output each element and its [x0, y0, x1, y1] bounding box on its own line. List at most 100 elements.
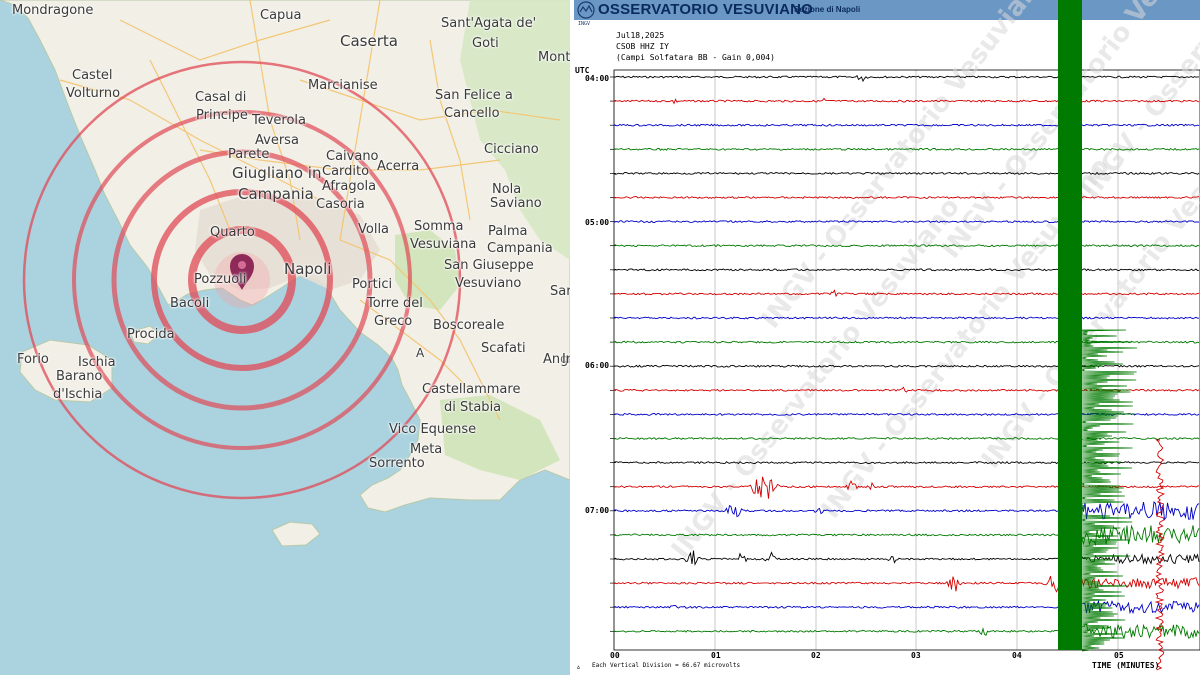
map-place-label: Angri: [543, 352, 570, 367]
hour-label: 04:00: [585, 74, 610, 83]
vertical-division-note: Each Vertical Division = 66.67 microvolt…: [592, 662, 741, 669]
map-place-label: Vesuviano: [455, 276, 522, 291]
hour-label: 06:00: [585, 361, 610, 370]
peninsula-hills: [440, 395, 560, 480]
minute-label: 04: [1012, 651, 1022, 660]
time-axis-label: TIME (MINUTES): [1092, 661, 1160, 670]
ischia-island: [19, 339, 113, 403]
station-code: CSOB HHZ IY: [616, 42, 669, 51]
map-place-label: San Felice a: [435, 88, 513, 103]
seismic-trace: [613, 196, 1200, 199]
map-place-label: Caserta: [340, 32, 398, 50]
road-network: [59, 0, 561, 421]
map-canvas[interactable]: [0, 0, 570, 675]
map-place-label: Pozzuoli: [194, 272, 247, 287]
map-place-label: Forio: [17, 352, 49, 367]
map-place-label: Sorrento: [369, 456, 425, 471]
plot-grid: [610, 69, 1200, 651]
map-place-label: Castel: [72, 68, 113, 83]
map-place-label: Vesuviana: [410, 237, 477, 252]
seismic-trace: [613, 244, 1200, 248]
utc-label: UTC: [575, 66, 590, 75]
hills-area: [460, 0, 570, 260]
map-place-label: Meta: [410, 442, 443, 457]
seismic-trace: [613, 623, 1200, 640]
observatory-header: OSSERVATORIO VESUVIANO Sezione di Napoli: [574, 0, 1200, 20]
map-place-label: Cancello: [444, 106, 500, 121]
ingv-logo-text: INGV: [578, 21, 591, 27]
map-place-label: Casoria: [316, 197, 365, 212]
map-place-label: Marcianise: [308, 78, 378, 93]
map-place-label: San Giuseppe: [444, 258, 534, 273]
seismic-trace: [613, 550, 1200, 566]
panel-divider: [570, 0, 574, 675]
map-place-label: di Stabia: [444, 400, 502, 415]
map-place-label: Saviano: [490, 196, 542, 211]
plot-frame: [613, 69, 1200, 651]
map-place-label: Quarto: [210, 225, 255, 240]
map-place-label: Nola: [492, 182, 522, 197]
seismogram-panel[interactable]: OSSERVATORIO VESUVIANO Sezione di Napoli…: [574, 0, 1200, 675]
map-place-label: Portici: [352, 277, 393, 292]
procida-island: [129, 325, 161, 345]
observatory-section: Sezione di Napoli: [794, 5, 861, 14]
map-place-label: In: [562, 352, 570, 367]
earthquake-coda: [1080, 329, 1138, 652]
minute-label: 03: [911, 651, 921, 660]
map-place-label: Aversa: [255, 133, 299, 148]
map-place-label: Sar: [550, 284, 570, 299]
seismic-trace: [613, 147, 1200, 151]
earthquake-signal: [1058, 0, 1166, 671]
map-pin-icon[interactable]: [230, 254, 254, 290]
map-place-label: Palma: [488, 224, 528, 239]
minute-label: 05: [1114, 651, 1124, 660]
station-gain: (Campi Solfatara BB - Gain 0,004): [616, 53, 775, 62]
map-place-label: Principe: [196, 108, 248, 123]
map-place-label: Barano: [56, 369, 103, 384]
map-place-label: Vico Equense: [389, 422, 477, 437]
seismic-trace: [613, 268, 1200, 272]
seismic-trace: [613, 599, 1200, 615]
map-panel[interactable]: Mondragone Capua Caserta Sant'Agata de' Goti…: [0, 0, 570, 675]
ingv-logo-icon: [577, 1, 595, 19]
seismic-trace: [613, 575, 1200, 593]
map-place-label: Volla: [358, 222, 390, 237]
map-place-label: Capua: [260, 8, 302, 23]
map-place-label: Castellammare: [422, 382, 521, 397]
map-place-label: Mondragone: [12, 3, 94, 18]
minute-label: 01: [711, 651, 721, 660]
map-place-label: Goti: [472, 36, 499, 51]
map-place-label: Casal di: [195, 90, 247, 105]
arrow-mark: ▵: [576, 662, 581, 671]
seismic-trace: [613, 97, 1200, 105]
map-place-label: Bacoli: [170, 296, 210, 311]
hour-label: 05:00: [585, 218, 610, 227]
map-place-label: Campania: [238, 185, 314, 203]
map-place-label: Caivano: [326, 149, 379, 164]
seismic-trace: [613, 123, 1200, 127]
map-place-label: Scafati: [481, 341, 526, 356]
map-place-label: Somma: [414, 219, 464, 234]
map-place-label: Torre del: [367, 296, 423, 311]
map-place-label: Napoli: [284, 260, 332, 278]
seismic-trace: [613, 171, 1200, 175]
map-place-label: Giugliano in: [232, 164, 322, 182]
earthquake-band: [1058, 0, 1082, 650]
seismic-trace: [613, 501, 1200, 521]
seismic-trace: [613, 289, 1200, 298]
map-place-label: Afragola: [322, 179, 377, 194]
map-place-label: Campania: [487, 241, 553, 256]
minute-label: 00: [610, 651, 620, 660]
map-place-label: d'Ischia: [53, 387, 103, 402]
observatory-title: OSSERVATORIO VESUVIANO: [598, 1, 814, 18]
capri-island: [271, 521, 321, 547]
map-place-label: Volturno: [66, 86, 121, 101]
seismic-trace: [613, 412, 1200, 416]
map-place-label: A: [416, 346, 425, 360]
map-place-label: Mont: [538, 50, 570, 65]
map-place-label: Cardito: [322, 164, 370, 179]
map-place-label: Greco: [374, 314, 413, 329]
map-place-label: Procida: [127, 327, 175, 342]
